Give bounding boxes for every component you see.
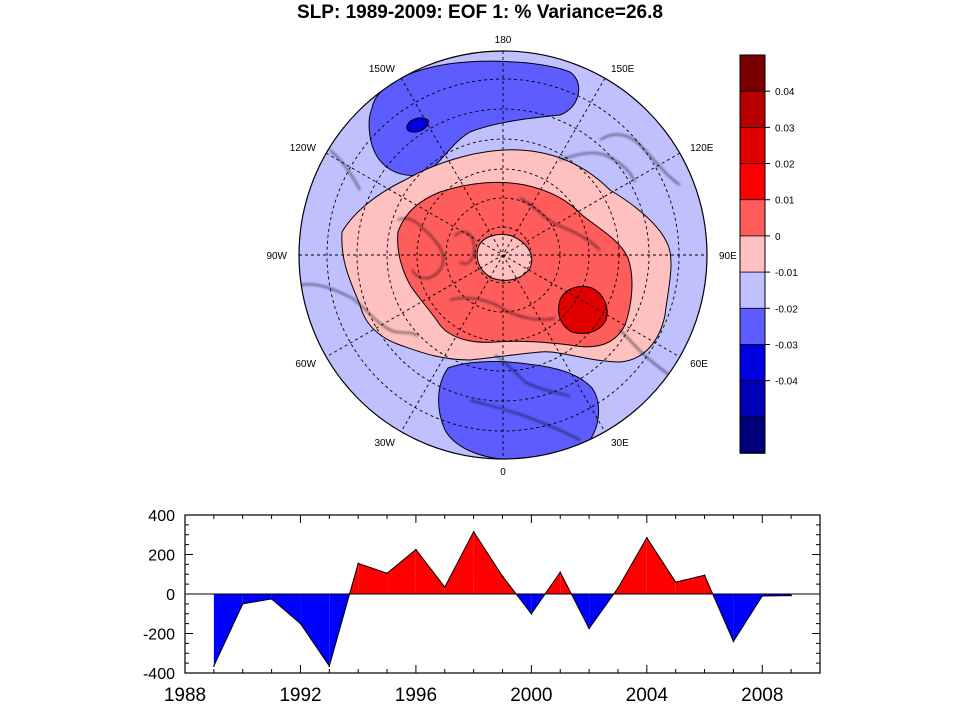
lon-label: 60W xyxy=(295,359,316,370)
data-point xyxy=(270,598,273,600)
positive-area xyxy=(387,549,416,594)
data-point xyxy=(299,622,302,625)
map-boundary xyxy=(298,50,708,460)
data-point xyxy=(559,571,562,574)
data-point xyxy=(588,627,590,630)
positive-area xyxy=(617,537,647,594)
data-point xyxy=(617,587,619,589)
positive-area xyxy=(675,575,705,594)
x-tick-label: 2008 xyxy=(741,685,783,706)
y-tick-label: 0 xyxy=(166,587,175,604)
y-tick-label: -200 xyxy=(143,627,175,644)
colorbar-tick-label: 0.03 xyxy=(775,123,795,134)
colorbar-swatch xyxy=(739,199,766,237)
positive-area xyxy=(415,549,445,594)
lon-label: 30W xyxy=(374,438,395,449)
pacific-negative-core xyxy=(406,117,429,133)
y-tick-label: -400 xyxy=(143,666,175,683)
negative-area xyxy=(213,594,243,667)
siberia-positive-core xyxy=(558,286,608,334)
colorbar-swatch xyxy=(739,271,766,310)
colorbar-tick-label: -0.01 xyxy=(775,268,798,279)
data-point xyxy=(472,530,475,533)
colorbar-tick-label: -0.03 xyxy=(775,340,798,351)
pacific-negative-anomaly xyxy=(368,60,580,176)
lon-label: 180 xyxy=(495,35,512,46)
data-point xyxy=(443,586,446,588)
data-point xyxy=(501,575,504,578)
colorbar-swatch xyxy=(739,126,766,165)
data-point xyxy=(732,640,735,643)
colorbar-tick-label: -0.02 xyxy=(775,304,798,315)
x-tick-label: 1992 xyxy=(279,685,321,706)
polar-map: 180 150E 120E 90E 60E 30E 0 30W 60W 90W 120W 150W xyxy=(266,35,737,478)
data-point xyxy=(415,548,417,551)
lon-label: 90E xyxy=(719,251,737,262)
ts-marks xyxy=(185,530,820,668)
lon-label: 0 xyxy=(500,467,506,478)
y-tick-label: 400 xyxy=(148,508,175,525)
colorbar-tick-label: -0.04 xyxy=(775,377,798,388)
colorbar-swatch xyxy=(739,163,766,201)
lon-label: 90W xyxy=(266,251,287,262)
colorbar-swatch xyxy=(739,344,766,382)
graticule xyxy=(299,51,707,459)
colorbar-swatch xyxy=(739,416,766,454)
data-point xyxy=(703,574,706,577)
negative-area xyxy=(271,594,301,624)
colorbar-swatch xyxy=(739,54,766,92)
colorbar-swatch xyxy=(739,235,766,273)
data-point xyxy=(386,572,388,575)
longitude-labels: 180 150E 120E 90E 60E 30E 0 30W 60W 90W 120W 150W xyxy=(266,35,737,478)
colorbar-swatch xyxy=(739,380,766,418)
colorbar-frame xyxy=(739,54,766,454)
data-point xyxy=(357,562,359,565)
data-point xyxy=(674,581,677,583)
data-point xyxy=(646,536,648,539)
x-tick-label: 2004 xyxy=(626,685,669,706)
colorbar-tick-label: 0 xyxy=(775,232,781,243)
lon-label: 30E xyxy=(611,438,629,449)
colorbar-swatch xyxy=(739,307,766,346)
lon-label: 120W xyxy=(290,143,317,154)
negative-area xyxy=(300,594,330,667)
positive-area xyxy=(444,531,474,594)
x-tick-label: 2000 xyxy=(510,685,552,706)
negative-area xyxy=(242,594,272,604)
x-tick-label: 1996 xyxy=(395,685,437,706)
colorbar-tick-label: 0.01 xyxy=(775,196,795,207)
data-point xyxy=(530,612,533,615)
chart-title: SLP: 1989-2009: EOF 1: % Variance=26.8 xyxy=(297,2,663,23)
colorbar-swatch xyxy=(739,90,766,129)
lon-label: 120E xyxy=(690,143,714,154)
lon-label: 150W xyxy=(369,64,396,75)
positive-area xyxy=(473,531,503,594)
x-tick-label: 1988 xyxy=(164,685,206,706)
colorbar-tick-label: 0.02 xyxy=(775,160,795,171)
colorbar-tick-label: 0.04 xyxy=(775,87,795,98)
data-point xyxy=(213,665,215,667)
data-point xyxy=(241,603,244,605)
data-point xyxy=(328,665,331,667)
y-tick-label: 200 xyxy=(148,548,175,565)
colorbar: 0.04 0.03 0.02 0.01 0 -0.01 -0.02 -0.03 -0.04 xyxy=(739,54,798,454)
lon-label: 150E xyxy=(611,64,635,75)
lon-label: 60E xyxy=(690,359,708,370)
data-point xyxy=(790,594,792,597)
map-field xyxy=(299,51,707,459)
positive-area xyxy=(646,537,676,594)
data-point xyxy=(761,595,764,597)
